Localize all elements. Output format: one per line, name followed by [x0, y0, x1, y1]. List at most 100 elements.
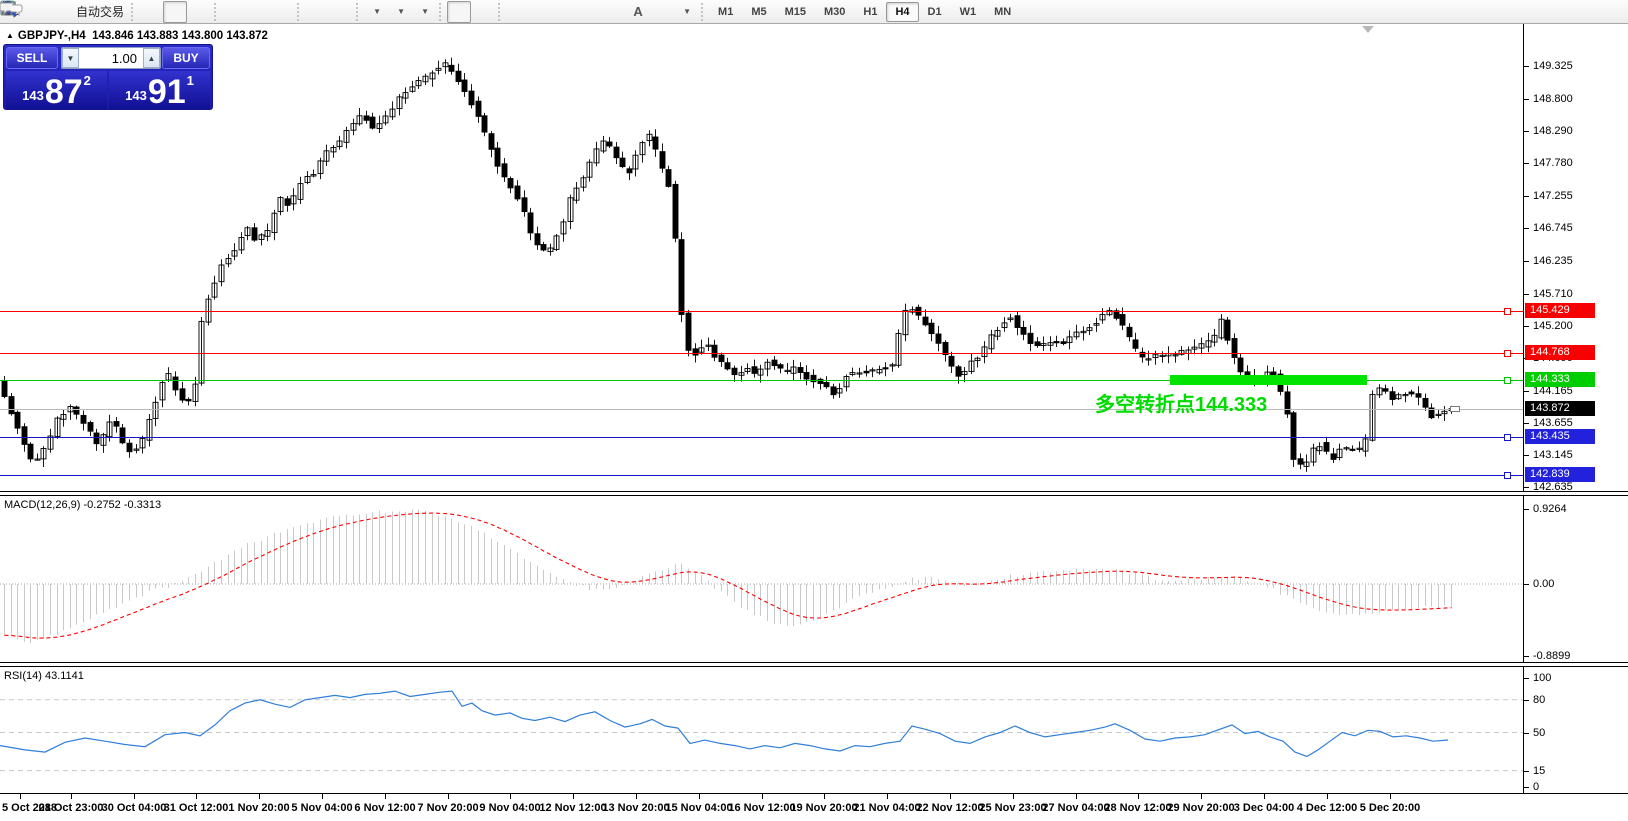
new-order-icon[interactable] — [1, 1, 48, 23]
time-label: 12 Nov 12:00 — [539, 802, 607, 814]
time-label: 28 Nov 12:00 — [1104, 802, 1172, 814]
time-label: 4 Dec 12:00 — [1296, 802, 1358, 814]
rsi-scale-label: 50 — [1533, 727, 1546, 739]
time-tick — [1201, 794, 1202, 799]
macd-label: MACD(12,26,9) -0.2752 -0.3313 — [4, 499, 161, 511]
rsi-line — [0, 690, 1449, 758]
candlestick-chart-button[interactable] — [2, 0, 188, 23]
zoom-out-button[interactable] — [1, 1, 270, 23]
price-axis[interactable]: 149.325 148.800 148.290 147.780 147.255 146.7… — [1523, 24, 1628, 821]
price-badge-145.429: 145.429 — [1525, 303, 1595, 318]
indicators-button[interactable]: ▼ — [1, 0, 388, 23]
chevron-down-icon: ▼ — [373, 7, 381, 16]
volume-input[interactable]: 1.00 — [111, 50, 137, 66]
timeframe-h1[interactable]: H1 — [863, 5, 878, 18]
horizontal-line-145.429[interactable] — [0, 311, 1523, 312]
time-tick — [71, 794, 72, 799]
pivot-annotation-text[interactable]: 多空转折点144.333 — [1095, 394, 1268, 416]
zoom-group — [0, 0, 294, 24]
toolbar: 单 自动交易 — [0, 0, 1628, 24]
horizontal-line-tool[interactable] — [1, 1, 554, 23]
pivot-trend-segment[interactable] — [1170, 375, 1367, 385]
macd-scale-label: 0.00 — [1533, 578, 1555, 590]
rsi-scale-tick — [1524, 678, 1529, 679]
timeframe-h4[interactable]: H4 — [886, 1, 919, 22]
horizontal-line-143.872[interactable] — [0, 409, 1523, 410]
rsi-canvas[interactable] — [0, 667, 1523, 793]
time-label: 25 Nov 23:00 — [979, 802, 1047, 814]
tile-windows-button[interactable] — [0, 1, 294, 23]
timeframe-mn[interactable]: MN — [994, 5, 1012, 18]
price-chart-pane[interactable]: 多空转折点144.333 ▲ GBPJPY-,H4 143.846 143.883… — [0, 24, 1523, 491]
timeframe-m5[interactable]: M5 — [751, 5, 767, 18]
equidistant-channel-tool[interactable]: E — [0, 1, 602, 23]
horizontal-line-144.768[interactable] — [0, 353, 1523, 354]
timeframe-m15[interactable]: M15 — [784, 5, 806, 18]
sell-button[interactable]: SELL — [6, 47, 58, 69]
macd-indicator-pane[interactable]: MACD(12,26,9) -0.2752 -0.3313 — [0, 496, 1523, 662]
bar-chart-button[interactable] — [1, 1, 163, 23]
text-tool[interactable]: A — [633, 4, 643, 19]
pane-splitter[interactable] — [0, 491, 1628, 496]
rsi-scale-tick — [1524, 733, 1529, 734]
line-handle[interactable] — [1504, 434, 1511, 441]
autotrading-icon[interactable] — [0, 0, 72, 23]
time-tick — [196, 794, 197, 799]
price-tick — [1524, 487, 1529, 488]
zoom-in-button[interactable] — [1, 1, 246, 23]
trendline-tool[interactable] — [1, 1, 578, 23]
toolbar-separator — [214, 2, 219, 21]
volume-decrease-button[interactable]: ▼ — [62, 48, 79, 68]
time-label: 3 Dec 04:00 — [1233, 802, 1295, 814]
price-tick-label: 142.635 — [1533, 481, 1573, 493]
sell-price-prefix: 143 — [22, 88, 44, 103]
templates-button[interactable]: ▼ — [0, 1, 436, 23]
cursor-button[interactable] — [3, 0, 472, 23]
line-handle[interactable] — [1504, 377, 1511, 384]
horizontal-line-142.839[interactable] — [0, 475, 1523, 476]
timeframe-w1[interactable]: W1 — [959, 5, 977, 18]
vertical-line-tool[interactable] — [5, 1, 530, 23]
buy-price-display[interactable]: 143 91 1 — [109, 71, 210, 109]
price-tick-label: 143.145 — [1533, 449, 1573, 461]
rsi-name: RSI(14) — [4, 670, 42, 682]
line-handle[interactable] — [1504, 308, 1511, 315]
price-tick-label: 148.290 — [1533, 125, 1573, 137]
sell-price-display[interactable]: 143 87 2 — [6, 71, 107, 109]
text-label-tool[interactable]: T — [1, 1, 674, 23]
time-axis[interactable]: 5 Oct 2018 28 Oct 23:00 30 Oct 04:00 31 Oct… — [0, 793, 1628, 821]
timeframe-m30[interactable]: M30 — [824, 5, 846, 18]
time-tick — [134, 794, 135, 799]
line-chart-button[interactable] — [1, 1, 211, 23]
price-tick — [1524, 99, 1529, 100]
periods-button[interactable]: ▼ — [0, 0, 412, 23]
time-label: 5 Nov 04:00 — [291, 802, 353, 814]
chevron-down-icon: ▼ — [421, 7, 429, 16]
macd-canvas[interactable] — [0, 496, 1523, 662]
horizontal-line-143.435[interactable] — [0, 437, 1523, 438]
arrows-tool[interactable]: ▼ — [2, 0, 698, 23]
line-handle[interactable] — [1504, 350, 1511, 357]
timeframe-d1[interactable]: D1 — [927, 5, 942, 18]
chart-shift-marker[interactable] — [1362, 26, 1374, 33]
pane-splitter[interactable] — [0, 662, 1628, 667]
time-tick — [1327, 794, 1328, 799]
price-tick — [1524, 131, 1529, 132]
candlestick-canvas[interactable] — [0, 24, 1523, 491]
chevron-down-icon: ▼ — [683, 7, 691, 16]
time-label: 31 Oct 12:00 — [163, 802, 229, 814]
rsi-indicator-pane[interactable]: RSI(14) 43.1141 — [0, 667, 1523, 793]
autotrading-label[interactable]: 自动交易 — [76, 5, 125, 19]
crosshair-button[interactable] — [1, 1, 495, 23]
buy-button[interactable]: BUY — [162, 47, 210, 69]
macd-name: MACD(12,26,9) — [4, 499, 81, 511]
auto-scroll-button[interactable] — [2, 1, 329, 23]
fibonacci-tool[interactable]: F — [1, 1, 626, 23]
chart-shift-button[interactable] — [2, 1, 353, 23]
line-handle[interactable] — [1504, 472, 1511, 479]
objects-group: ▼ ▼ ▼ — [0, 0, 436, 24]
timeframe-m1[interactable]: M1 — [718, 5, 734, 18]
horizontal-line-144.333[interactable] — [0, 380, 1523, 381]
trade-prices-row: 143 87 2 143 91 1 — [6, 71, 210, 109]
volume-increase-button[interactable]: ▲ — [143, 48, 160, 68]
